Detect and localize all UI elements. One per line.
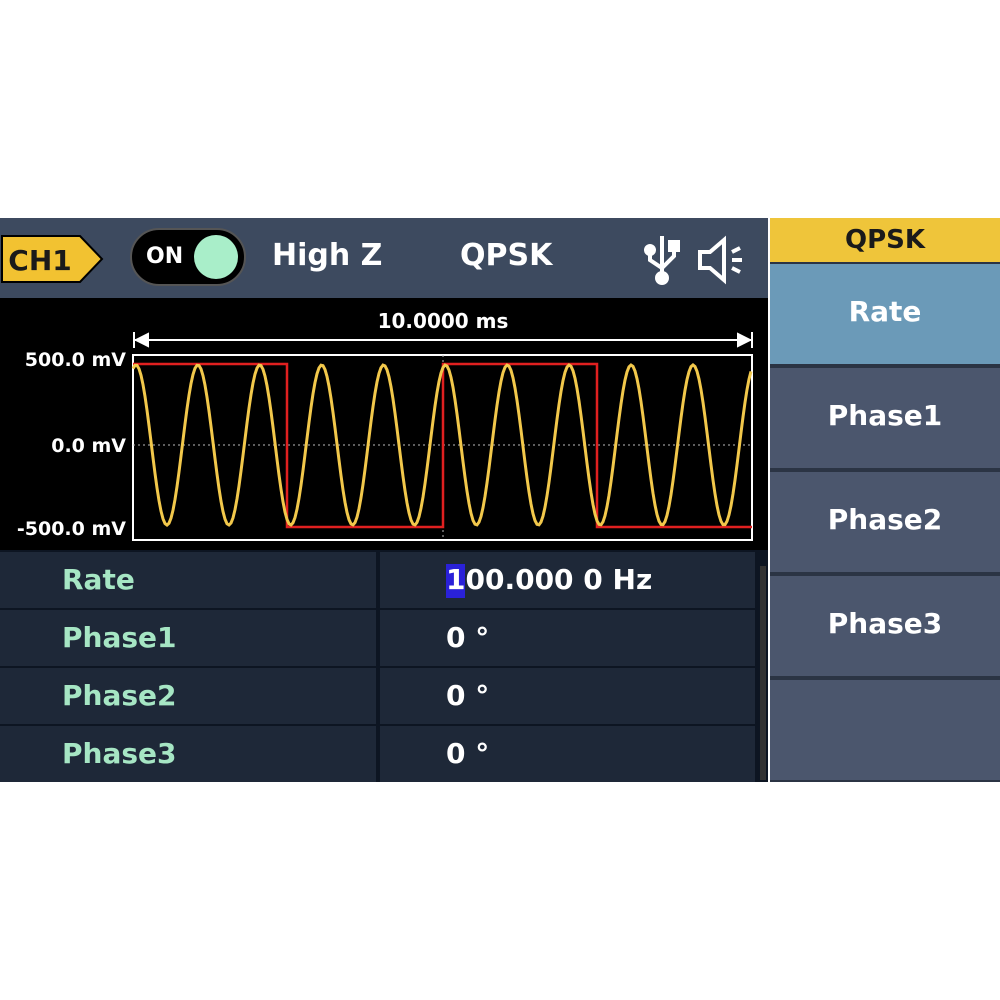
channel-label: CH1 (8, 244, 71, 277)
parameter-table: Rate 100.000 0 Hz Phase1 0 ° Phase2 0 ° Phase3… (0, 550, 768, 782)
table-row[interactable]: Rate 100.000 0 Hz (0, 552, 755, 608)
waveform-plot: 10.0000 ms 500.0 mV 0.0 mV -500.0 mV (17, 309, 753, 541)
scrollbar (760, 566, 766, 780)
param-label: Phase1 (0, 610, 376, 666)
param-value: 0 ° (380, 726, 755, 782)
output-toggle[interactable]: ON (130, 228, 246, 286)
time-span: 10.0000 ms (378, 309, 509, 333)
y-label: 0.0 mV (51, 435, 126, 457)
param-label: Phase3 (0, 726, 376, 782)
param-label: Rate (0, 552, 376, 608)
y-label: 500.0 mV (25, 349, 127, 371)
table-row[interactable]: Phase1 0 ° (0, 610, 755, 666)
param-value-text: 0 ° (446, 679, 490, 712)
menu-item[interactable]: Phase2 (770, 472, 1000, 572)
param-value: 0 ° (380, 668, 755, 724)
channel-badge[interactable]: CH1 (0, 232, 110, 286)
cursor (446, 564, 465, 598)
menu-item[interactable]: Phase3 (770, 576, 1000, 676)
menu-item[interactable]: Rate (770, 264, 1000, 364)
load-label[interactable]: High Z (272, 238, 383, 273)
param-value: 0 ° (380, 610, 755, 666)
param-value-text: 100.000 0 Hz (446, 563, 653, 596)
param-value-text: 0 ° (446, 737, 490, 770)
menu-title: QPSK (770, 218, 1000, 262)
toggle-knob (194, 235, 238, 279)
output-state: ON (146, 244, 184, 269)
waveform-view: 10.0000 ms 500.0 mV 0.0 mV -500.0 mV (0, 298, 768, 550)
soft-menu: QPSK Rate Phase1 Phase2 Phase3 (770, 218, 1000, 782)
param-value: 100.000 0 Hz (380, 552, 755, 608)
param-value-text: 0 ° (446, 621, 490, 654)
mode-label: QPSK (460, 238, 553, 273)
y-label: -500.0 mV (17, 518, 126, 540)
menu-item-empty (770, 680, 1000, 780)
status-icons (644, 235, 742, 285)
table-row[interactable]: Phase2 0 ° (0, 668, 755, 724)
param-label: Phase2 (0, 668, 376, 724)
table-row[interactable]: Phase3 0 ° (0, 726, 755, 782)
menu-item[interactable]: Phase1 (770, 368, 1000, 468)
status-bar: CH1 ON High Z QPSK (0, 218, 768, 298)
